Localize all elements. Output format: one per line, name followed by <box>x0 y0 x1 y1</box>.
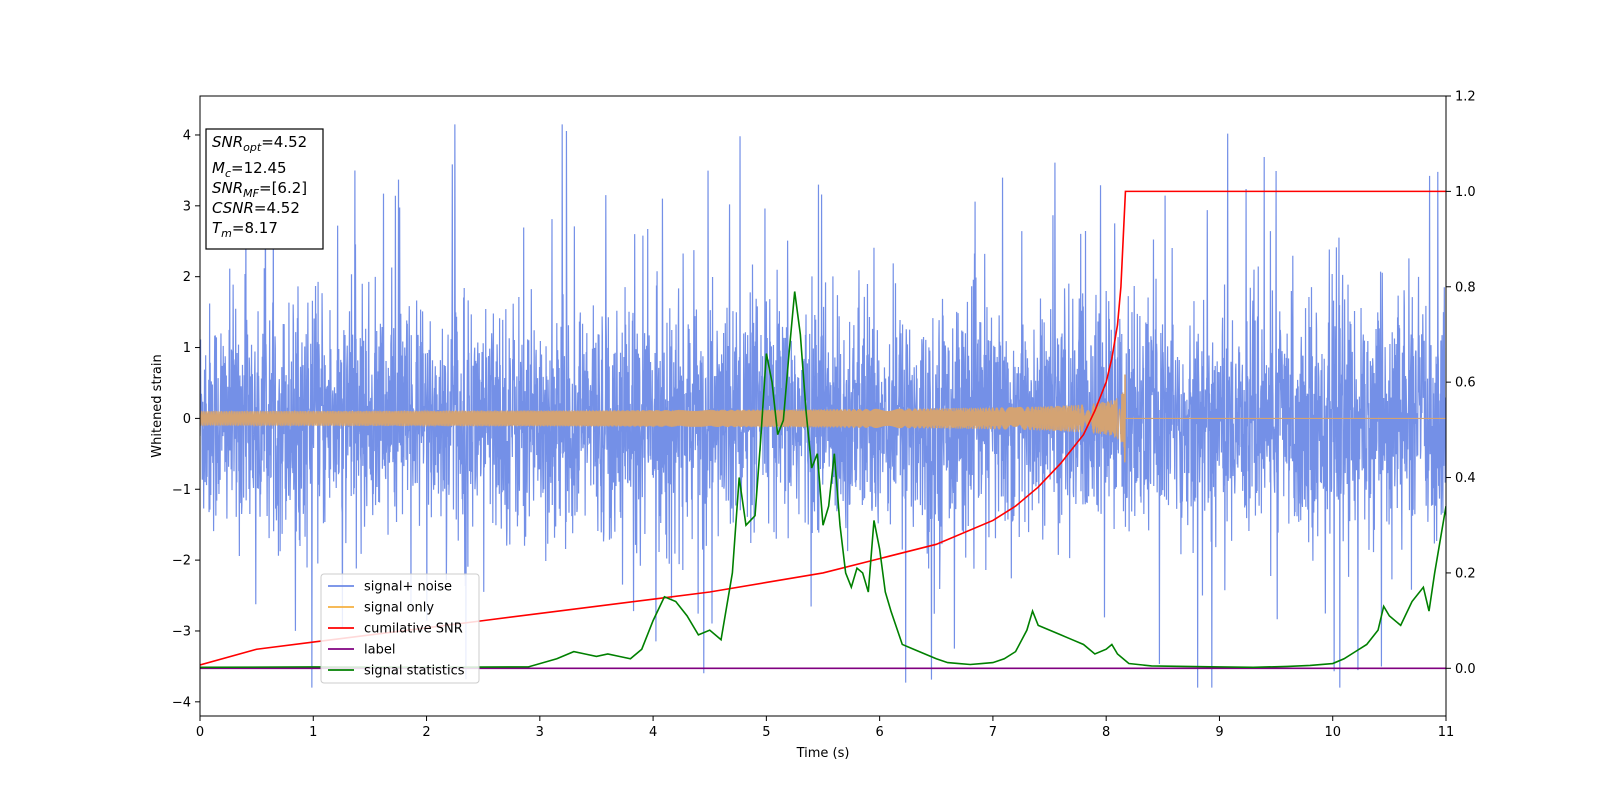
legend-frame <box>320 573 480 684</box>
x-axis-label: Time (s) <box>796 746 850 761</box>
x-tick-label: 0 <box>196 725 204 740</box>
plot-frame <box>199 95 1447 717</box>
y-tick-label-left: 1 <box>183 341 191 356</box>
y-tick-label-left: 4 <box>183 128 191 143</box>
y-tick-label-right: 1.2 <box>1455 90 1476 105</box>
y-tick-label-right: 1.0 <box>1455 185 1476 200</box>
x-tick-label: 8 <box>1102 725 1110 740</box>
x-tick-label: 4 <box>649 725 657 740</box>
x-tick-label: 11 <box>1438 725 1455 740</box>
y-tick-label-right: 0.0 <box>1455 662 1476 677</box>
y-tick-label-right: 0.4 <box>1455 471 1476 486</box>
y-tick-label-right: 0.8 <box>1455 280 1476 295</box>
y-tick-label-left: −3 <box>172 624 191 639</box>
legend-items: signal+ noise signal only cumilative SNR la… <box>328 580 465 679</box>
legend-item: cumilative SNR <box>328 622 463 637</box>
x-tick-label: 6 <box>875 725 883 740</box>
x-tick-label: 7 <box>989 725 997 740</box>
series-signal-statistics <box>200 291 1446 669</box>
y-tick-label-left: 3 <box>183 199 191 214</box>
x-tick-label: 9 <box>1215 725 1223 740</box>
x-tick-label: 2 <box>422 725 430 740</box>
y-tick-label-left: 2 <box>183 270 191 285</box>
info-line: Mc=12.45 <box>212 159 287 180</box>
y-tick-label-left: −4 <box>172 695 191 710</box>
y-tick-label-right: 0.6 <box>1455 376 1476 391</box>
x-tick-label: 10 <box>1324 725 1341 740</box>
info-line: CSNR=4.52 <box>212 199 300 217</box>
x-tick-label: 3 <box>536 725 544 740</box>
legend-item: signal statistics <box>328 664 465 679</box>
axes-layer: 0 1 2 3 4 5 6 7 8 9 10 1143210−1−2−3−41.21.00.80.60… <box>172 90 1476 741</box>
legend-label: cumilative SNR <box>364 622 463 637</box>
legend-item: signal only <box>328 601 434 616</box>
x-tick-label: 1 <box>309 725 317 740</box>
info-box-frame <box>205 128 324 250</box>
legend-item: label <box>328 643 395 658</box>
y-axis-label-left: Whitened strain <box>150 354 165 457</box>
y-tick-label-left: −1 <box>172 483 191 498</box>
info-line: SNRMF=[6.2] <box>212 179 307 200</box>
info-line: SNRopt=4.52 <box>212 133 307 154</box>
y-tick-label-left: −2 <box>172 554 191 569</box>
legend: signal+ noise signal only cumilative SNR la… <box>320 573 480 684</box>
series-signal-only <box>200 374 1446 463</box>
legend-label: signal+ noise <box>364 580 452 595</box>
y-tick-label-right: 0.2 <box>1455 566 1476 581</box>
x-tick-label: 5 <box>762 725 770 740</box>
info-line: Tm=8.17 <box>212 219 278 240</box>
legend-label: signal only <box>364 601 434 616</box>
series-signal-noise <box>200 124 1446 688</box>
legend-item: signal+ noise <box>328 580 452 595</box>
legend-label: signal statistics <box>364 664 465 679</box>
y-tick-label-left: 0 <box>183 412 191 427</box>
legend-label: label <box>364 643 395 658</box>
